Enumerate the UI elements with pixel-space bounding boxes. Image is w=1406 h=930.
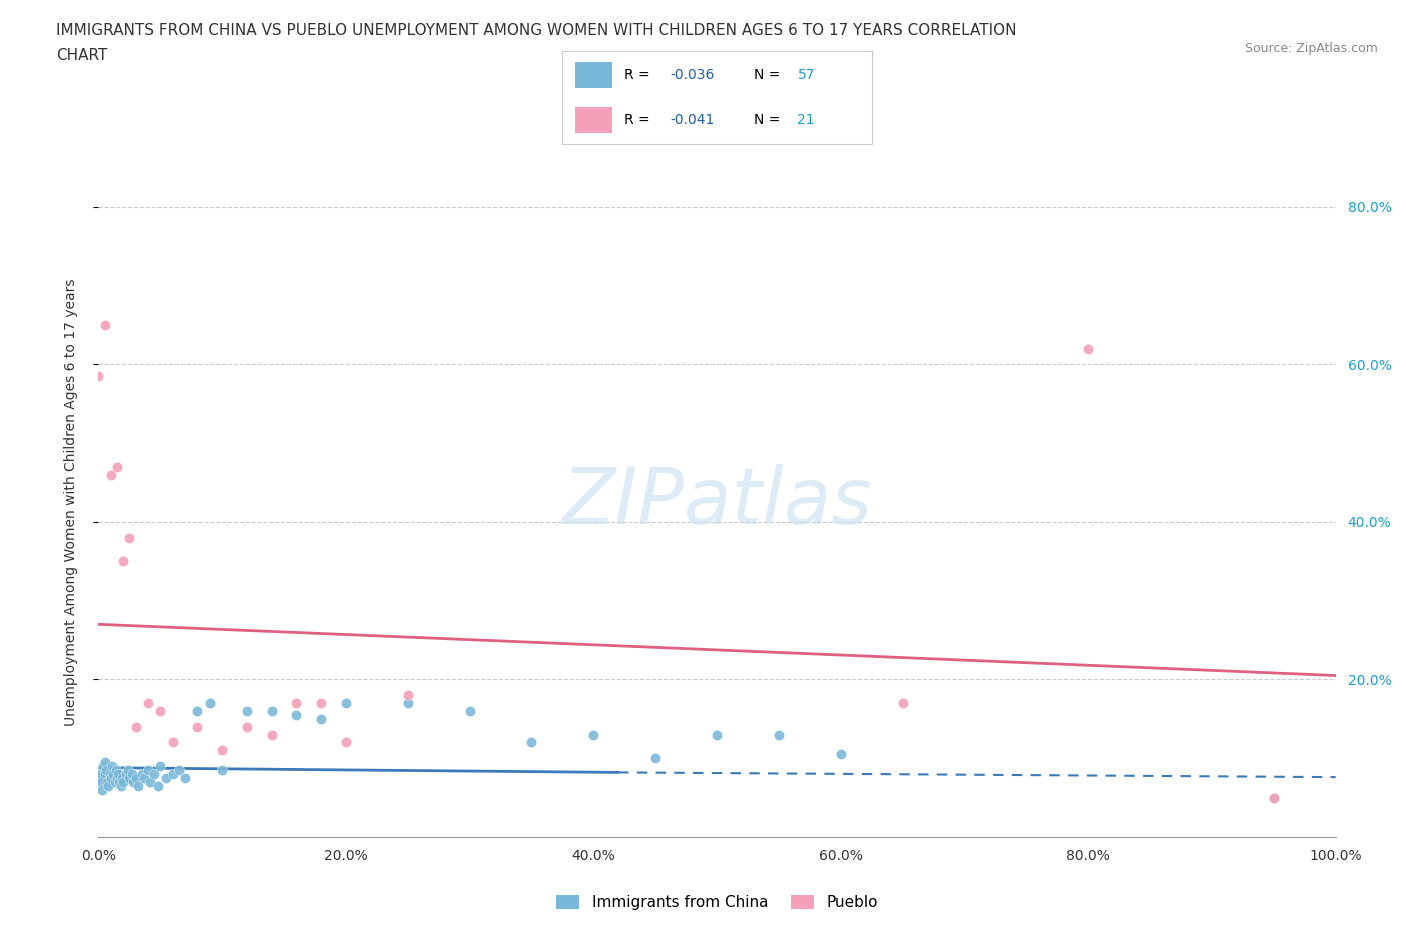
Point xyxy=(162,766,184,781)
Point xyxy=(118,530,141,545)
Text: ZIPatlas: ZIPatlas xyxy=(561,464,873,540)
Point xyxy=(112,554,135,569)
Point xyxy=(1263,790,1285,805)
Point xyxy=(236,703,259,718)
Bar xyxy=(575,62,612,88)
Point xyxy=(94,763,117,777)
Point xyxy=(103,766,125,781)
Text: N =: N = xyxy=(754,113,780,127)
Point xyxy=(309,711,332,726)
Point xyxy=(96,775,118,790)
Point xyxy=(891,696,914,711)
Point xyxy=(87,368,110,383)
Point xyxy=(118,770,141,785)
Point xyxy=(117,763,139,777)
Point xyxy=(131,766,153,781)
Point xyxy=(127,778,149,793)
Point xyxy=(167,763,190,777)
Point xyxy=(111,770,134,785)
Point xyxy=(114,766,136,781)
Text: CHART: CHART xyxy=(56,48,108,63)
Point xyxy=(90,775,112,790)
Text: IMMIGRANTS FROM CHINA VS PUEBLO UNEMPLOYMENT AMONG WOMEN WITH CHILDREN AGES 6 TO: IMMIGRANTS FROM CHINA VS PUEBLO UNEMPLOY… xyxy=(56,23,1017,38)
Point xyxy=(335,735,357,750)
Point xyxy=(186,719,208,734)
Point xyxy=(155,770,177,785)
Point xyxy=(124,719,146,734)
Point xyxy=(91,782,114,797)
Point xyxy=(136,696,159,711)
Point xyxy=(97,778,120,793)
Point xyxy=(87,770,110,785)
Point xyxy=(396,688,419,703)
Text: Source: ZipAtlas.com: Source: ZipAtlas.com xyxy=(1244,42,1378,55)
Point xyxy=(124,770,146,785)
Point xyxy=(104,763,127,777)
Point xyxy=(103,775,125,790)
Point xyxy=(236,719,259,734)
Point xyxy=(768,727,790,742)
Point xyxy=(285,696,308,711)
Text: N =: N = xyxy=(754,68,780,83)
Point xyxy=(520,735,543,750)
Bar xyxy=(575,107,612,133)
Point xyxy=(174,770,197,785)
Point xyxy=(1263,790,1285,805)
Point xyxy=(93,317,115,332)
Point xyxy=(107,766,129,781)
Point xyxy=(186,703,208,718)
Point xyxy=(110,778,132,793)
Point xyxy=(260,727,283,742)
Text: R =: R = xyxy=(624,113,650,127)
Point xyxy=(105,770,128,785)
Point xyxy=(335,696,357,711)
Legend: Immigrants from China, Pueblo: Immigrants from China, Pueblo xyxy=(550,889,884,916)
Point xyxy=(309,696,332,711)
Point xyxy=(149,703,172,718)
Point xyxy=(396,696,419,711)
Point xyxy=(139,775,162,790)
Point xyxy=(285,708,308,723)
Y-axis label: Unemployment Among Women with Children Ages 6 to 17 years: Unemployment Among Women with Children A… xyxy=(63,278,77,726)
Point xyxy=(121,766,143,781)
Point xyxy=(100,770,122,785)
Point xyxy=(89,766,111,781)
Point xyxy=(93,766,115,781)
Point xyxy=(198,696,221,711)
Point xyxy=(149,759,172,774)
Point xyxy=(211,743,233,758)
Point xyxy=(93,759,115,774)
Text: R =: R = xyxy=(624,68,650,83)
Point xyxy=(100,467,122,482)
Point xyxy=(108,775,131,790)
Point xyxy=(644,751,666,765)
Point xyxy=(162,735,184,750)
Point xyxy=(146,778,169,793)
Point xyxy=(211,763,233,777)
Point xyxy=(136,763,159,777)
Point xyxy=(105,459,128,474)
Point xyxy=(830,747,852,762)
Point xyxy=(1077,341,1099,356)
Point xyxy=(122,775,145,790)
Point xyxy=(458,703,481,718)
Point xyxy=(260,703,283,718)
Point xyxy=(582,727,605,742)
Point xyxy=(93,755,115,770)
Text: 21: 21 xyxy=(797,113,815,127)
Text: -0.036: -0.036 xyxy=(671,68,716,83)
Point xyxy=(101,759,124,774)
Point xyxy=(706,727,728,742)
Text: 57: 57 xyxy=(797,68,815,83)
Point xyxy=(143,766,166,781)
Point xyxy=(112,775,135,790)
Point xyxy=(98,766,121,781)
Point xyxy=(134,770,156,785)
Text: -0.041: -0.041 xyxy=(671,113,716,127)
